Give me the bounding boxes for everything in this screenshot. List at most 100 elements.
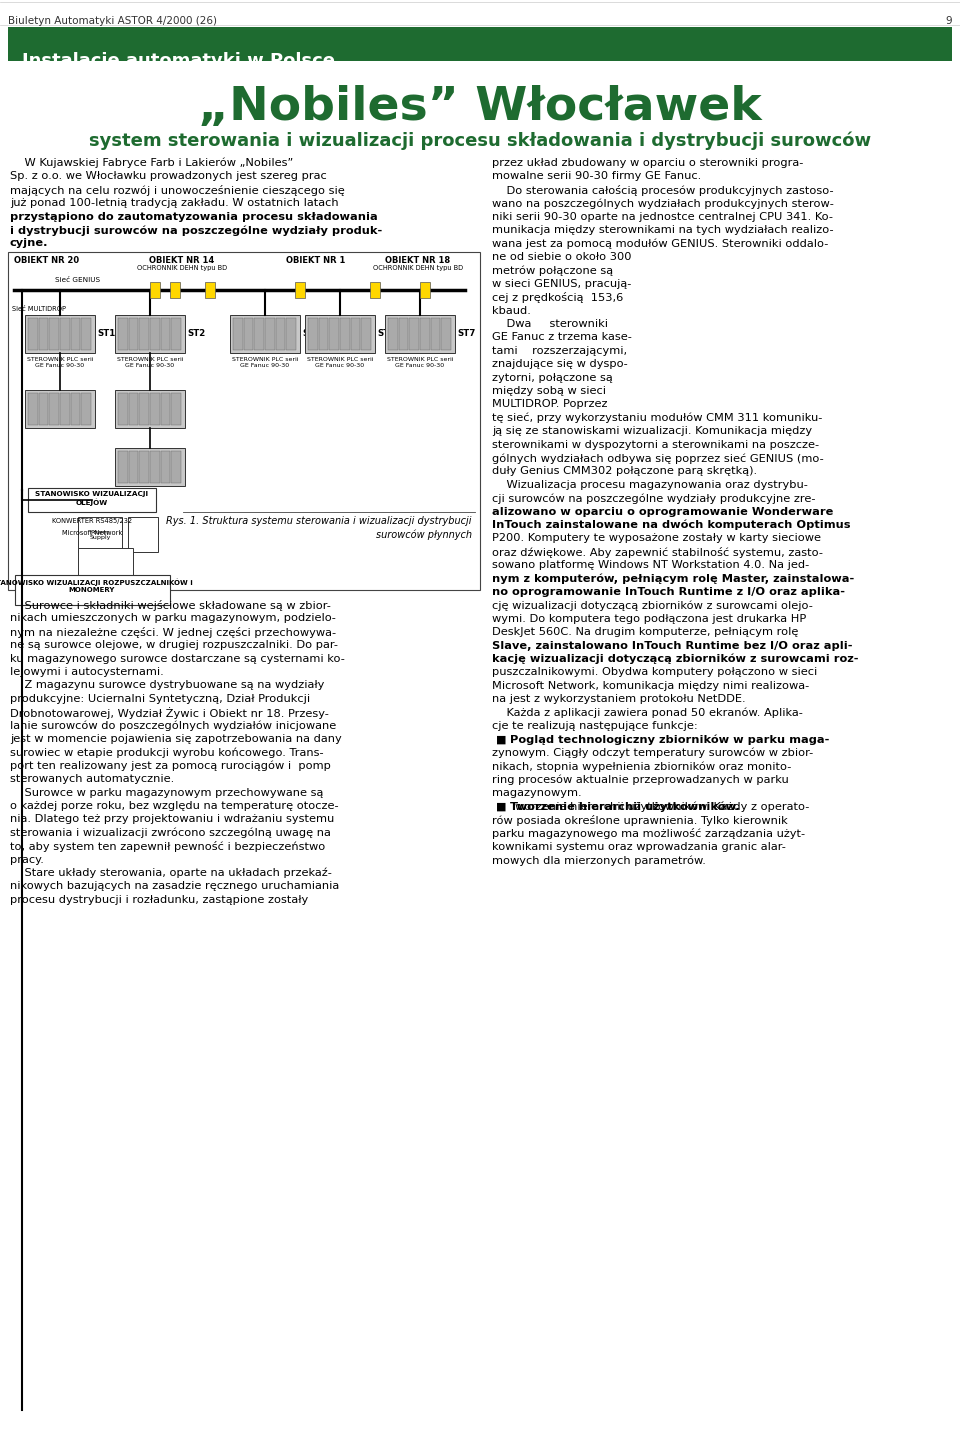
Text: Do sterowania całością procesów produkcyjnych zastoso-: Do sterowania całością procesów produkcy…: [492, 185, 833, 196]
Bar: [160, 392, 170, 425]
Text: STEROWNIK PLC serii
GE Fanuc 90-30: STEROWNIK PLC serii GE Fanuc 90-30: [117, 357, 183, 368]
Text: Microsoft Network, komunikacja między nimi realizowa-: Microsoft Network, komunikacja między ni…: [492, 680, 809, 690]
Bar: [118, 392, 128, 425]
Text: port ten realizowany jest za pomocą rurociągów i  pomp: port ten realizowany jest za pomocą ruro…: [10, 760, 331, 772]
Text: cyjne.: cyjne.: [10, 238, 49, 248]
Text: jest w momencie pojawienia się zapotrzebowania na dany: jest w momencie pojawienia się zapotrzeb…: [10, 735, 342, 745]
Text: mowych dla mierzonych parametrów.: mowych dla mierzonych parametrów.: [492, 855, 706, 865]
Text: produkcyjne: Uciernalni Syntetyczną, Dział Produkcji: produkcyjne: Uciernalni Syntetyczną, Dzi…: [10, 693, 310, 703]
Text: w sieci GENIUS, pracują-: w sieci GENIUS, pracują-: [492, 279, 632, 289]
Text: ■: ■: [496, 802, 507, 812]
Text: ST7: ST7: [457, 329, 475, 338]
Text: cji surowców na poszczególne wydziały produkcyjne zre-: cji surowców na poszczególne wydziały pr…: [492, 493, 815, 504]
Text: 9: 9: [946, 16, 952, 26]
Bar: [82, 318, 91, 349]
Text: na jest z wykorzystaniem protokołu NetDDE.: na jest z wykorzystaniem protokołu NetDD…: [492, 695, 746, 705]
Text: puszczalnikowymi. Obydwa komputery połączono w sieci: puszczalnikowymi. Obydwa komputery połąc…: [492, 667, 817, 677]
Bar: [160, 318, 170, 349]
Text: W Kujawskiej Fabryce Farb i Lakierów „Nobiles”: W Kujawskiej Fabryce Farb i Lakierów „No…: [10, 158, 293, 169]
Text: rów posiada określone uprawnienia. Tylko kierownik: rów posiada określone uprawnienia. Tylko…: [492, 815, 788, 826]
Text: ją się ze stanowiskami wizualizacji. Komunikacja między: ją się ze stanowiskami wizualizacji. Kom…: [492, 427, 812, 437]
Bar: [118, 451, 128, 483]
Bar: [118, 318, 128, 349]
Text: alizowano w oparciu o oprogramowanie Wonderware: alizowano w oparciu o oprogramowanie Won…: [492, 507, 833, 517]
Bar: [15, 576, 170, 604]
Text: cję wizualizacji dotyczącą zbiorników z surowcami olejo-: cję wizualizacji dotyczącą zbiorników z …: [492, 600, 813, 611]
Text: Tworzenie hierarchii użytkowników.: Tworzenie hierarchii użytkowników.: [510, 802, 739, 812]
Text: między sobą w sieci: między sobą w sieci: [492, 387, 606, 397]
Text: cje te realizują następujące funkcje:: cje te realizują następujące funkcje:: [492, 720, 698, 730]
Text: DeskJet 560C. Na drugim komputerze, pełniącym rolę: DeskJet 560C. Na drugim komputerze, pełn…: [492, 627, 799, 637]
Bar: [350, 318, 360, 349]
Bar: [171, 451, 181, 483]
Text: to, aby system ten zapewnił pewność i bezpieczeństwo: to, aby system ten zapewnił pewność i be…: [10, 841, 325, 852]
Bar: [128, 517, 158, 551]
Bar: [205, 282, 215, 298]
Bar: [25, 390, 95, 428]
Text: mających na celu rozwój i unowocześnienie cieszącego się: mających na celu rozwój i unowocześnieni…: [10, 185, 345, 196]
Bar: [150, 451, 159, 483]
Bar: [115, 390, 185, 428]
Bar: [265, 318, 275, 349]
Bar: [276, 318, 285, 349]
Bar: [139, 392, 149, 425]
Text: ku magazynowego surowce dostarczane są cysternami ko-: ku magazynowego surowce dostarczane są c…: [10, 653, 345, 663]
Bar: [329, 318, 339, 349]
Text: OCHRONNIK DEHN typu BD: OCHRONNIK DEHN typu BD: [372, 265, 463, 271]
Bar: [71, 318, 81, 349]
Bar: [150, 392, 159, 425]
Text: już ponad 100-letnią tradycją zakładu. W ostatnich latach: już ponad 100-letnią tradycją zakładu. W…: [10, 198, 339, 208]
Text: tami    rozszerzającymi,: tami rozszerzającymi,: [492, 345, 627, 355]
Bar: [340, 318, 349, 349]
Text: P200. Komputery te wyposażone zostały w karty sieciowe: P200. Komputery te wyposażone zostały w …: [492, 533, 821, 543]
Text: Sieć GENIUS: Sieć GENIUS: [55, 276, 100, 284]
Bar: [286, 318, 296, 349]
Text: InTouch zainstalowane na dwóch komputerach Optimus: InTouch zainstalowane na dwóch komputera…: [492, 520, 851, 530]
Text: Surowce i składniki wejściowe składowane są w zbior-: Surowce i składniki wejściowe składowane…: [10, 600, 331, 611]
Text: Instalacje automatyki w Polsce: Instalacje automatyki w Polsce: [22, 52, 335, 70]
Bar: [305, 315, 375, 354]
Text: Microsoft Network: Microsoft Network: [61, 530, 122, 536]
Text: Drobnotowarowej, Wydział Żywic i Obiekt nr 18. Przesy-: Drobnotowarowej, Wydział Żywic i Obiekt …: [10, 707, 329, 719]
Text: Biuletyn Automatyki ASTOR 4/2000 (26): Biuletyn Automatyki ASTOR 4/2000 (26): [8, 16, 217, 26]
Bar: [129, 318, 138, 349]
Bar: [319, 318, 328, 349]
Bar: [129, 392, 138, 425]
Text: OBIEKT NR 20: OBIEKT NR 20: [14, 256, 79, 265]
Bar: [38, 392, 48, 425]
Text: zynowym. Ciągły odczyt temperatury surowców w zbior-: zynowym. Ciągły odczyt temperatury surow…: [492, 748, 813, 759]
Bar: [28, 318, 37, 349]
Text: STANOWISKO WIZUALIZACJI
OLEJÓW: STANOWISKO WIZUALIZACJI OLEJÓW: [36, 491, 149, 505]
Text: kbaud.: kbaud.: [492, 305, 531, 315]
Bar: [28, 392, 37, 425]
Text: cej z prędkością  153,6: cej z prędkością 153,6: [492, 292, 623, 304]
Text: kownikami systemu oraz wprowadzania granic alar-: kownikami systemu oraz wprowadzania gran…: [492, 842, 786, 852]
Text: STEROWNIK PLC serii
GE Fanuc 90-30: STEROWNIK PLC serii GE Fanuc 90-30: [387, 357, 453, 368]
Bar: [115, 448, 185, 485]
Text: kację wizualizacji dotyczącą zbiorników z surowcami roz-: kację wizualizacji dotyczącą zbiorników …: [492, 654, 858, 664]
Text: STEROWNIK PLC serii
GE Fanuc 90-30: STEROWNIK PLC serii GE Fanuc 90-30: [231, 357, 299, 368]
Bar: [115, 315, 185, 354]
Bar: [420, 282, 430, 298]
Text: znajdujące się w dyspо-: znajdujące się w dyspо-: [492, 359, 628, 369]
Bar: [25, 315, 95, 354]
Text: lanie surowców do poszczególnych wydziałów inicjowane: lanie surowców do poszczególnych wydział…: [10, 720, 336, 732]
Text: nikach umieszczonych w parku magazynowym, podzielо-: nikach umieszczonych w parku magazynowym…: [10, 613, 336, 623]
Bar: [8, 27, 952, 62]
Text: Rys. 1. Struktura systemu sterowania i wizualizacji dystrybucji: Rys. 1. Struktura systemu sterowania i w…: [166, 516, 472, 526]
Bar: [78, 517, 122, 551]
Text: Slave, zainstalowano InTouch Runtime bez I/O oraz apli-: Slave, zainstalowano InTouch Runtime bez…: [492, 640, 852, 650]
Bar: [398, 318, 408, 349]
Bar: [49, 318, 59, 349]
Text: GE Fanuc z trzema kase-: GE Fanuc z trzema kase-: [492, 332, 632, 342]
Text: wano na poszczególnych wydziałach produkcyjnych sterow-: wano na poszczególnych wydziałach produk…: [492, 198, 834, 209]
Text: tę sieć, przy wykorzystaniu modułów CMM 311 komuniku-: tę sieć, przy wykorzystaniu modułów CMM …: [492, 412, 823, 424]
Text: OBIEKT NR 1: OBIEKT NR 1: [286, 256, 346, 265]
Bar: [60, 392, 70, 425]
Bar: [431, 318, 441, 349]
Text: ST6: ST6: [377, 329, 396, 338]
Text: Z magazynu surowce dystrybuowane są na wydziały: Z magazynu surowce dystrybuowane są na w…: [10, 680, 324, 690]
Text: Tworzenie hierarchii użytkowników. Każdy z operato-: Tworzenie hierarchii użytkowników. Każdy…: [510, 802, 809, 812]
Bar: [139, 451, 149, 483]
Bar: [230, 315, 300, 354]
